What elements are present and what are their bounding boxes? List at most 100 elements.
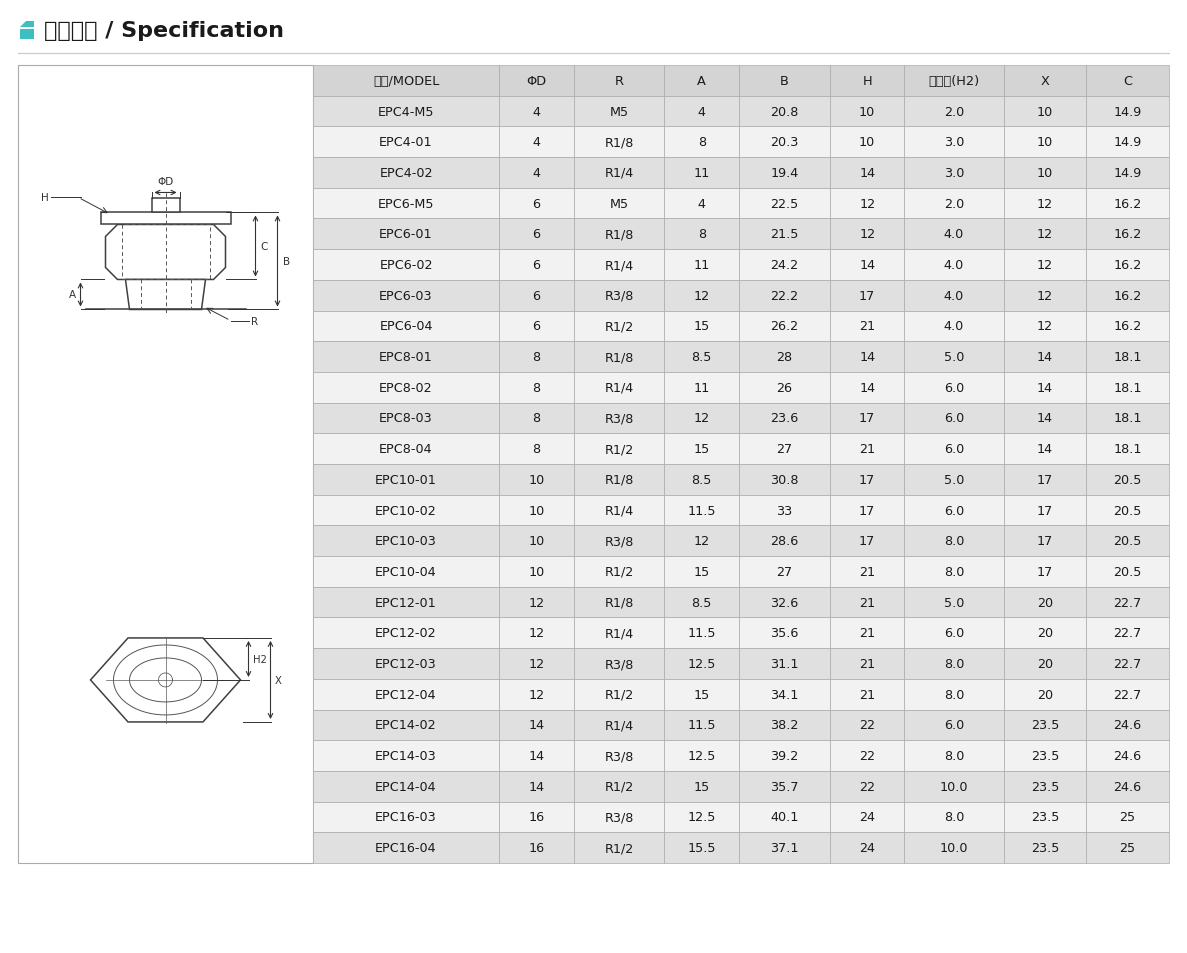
Text: EPC6-01: EPC6-01	[379, 228, 433, 241]
Text: 5.0: 5.0	[944, 596, 964, 609]
Bar	[573, 801, 665, 832]
Bar	[665, 832, 740, 863]
Text: 21.5: 21.5	[770, 228, 799, 241]
Bar	[18, 66, 313, 863]
Bar	[1003, 158, 1086, 189]
Text: 4: 4	[698, 197, 706, 211]
Bar	[499, 403, 573, 434]
Bar	[830, 342, 904, 373]
Bar	[665, 342, 740, 373]
Bar	[830, 648, 904, 679]
Bar	[499, 832, 573, 863]
Bar	[1086, 373, 1169, 403]
Text: 31.1: 31.1	[770, 658, 799, 670]
Text: 24.6: 24.6	[1113, 780, 1142, 793]
Text: 8.0: 8.0	[944, 811, 964, 823]
Bar	[1003, 403, 1086, 434]
Text: 12: 12	[859, 228, 875, 241]
Bar	[740, 618, 830, 648]
Text: 17: 17	[859, 290, 875, 302]
Bar	[665, 557, 740, 587]
Bar	[904, 373, 1003, 403]
Text: 22: 22	[859, 719, 875, 732]
Text: EPC12-02: EPC12-02	[375, 627, 437, 639]
Text: 8.0: 8.0	[944, 535, 964, 548]
Text: ΦD: ΦD	[158, 177, 173, 188]
Bar	[830, 373, 904, 403]
Bar	[1086, 189, 1169, 219]
Text: 16.2: 16.2	[1113, 290, 1142, 302]
Bar	[1086, 219, 1169, 250]
Bar	[313, 434, 499, 464]
Bar	[1086, 832, 1169, 863]
Bar	[573, 280, 665, 312]
Bar	[665, 373, 740, 403]
Bar	[740, 526, 830, 557]
Bar	[830, 710, 904, 740]
Bar	[740, 342, 830, 373]
Bar	[830, 464, 904, 496]
Text: EPC12-01: EPC12-01	[375, 596, 437, 609]
Text: 8: 8	[698, 228, 706, 241]
Text: 24.6: 24.6	[1113, 749, 1142, 762]
Text: R1/8: R1/8	[604, 596, 634, 609]
Text: 22.5: 22.5	[770, 197, 799, 211]
Bar	[1003, 648, 1086, 679]
Bar	[101, 213, 230, 225]
Bar	[740, 158, 830, 189]
Text: 24.2: 24.2	[770, 258, 799, 272]
Text: 17: 17	[859, 474, 875, 486]
Bar	[1003, 801, 1086, 832]
Bar	[740, 771, 830, 801]
Bar	[1003, 464, 1086, 496]
Text: EPC4-01: EPC4-01	[379, 136, 433, 149]
Text: 28: 28	[776, 351, 793, 364]
Text: R1/2: R1/2	[604, 688, 634, 701]
Text: C: C	[260, 242, 268, 252]
Text: 6: 6	[532, 228, 540, 241]
Text: 12: 12	[1037, 290, 1053, 302]
Text: H: H	[40, 193, 49, 203]
Text: 10: 10	[1036, 106, 1053, 118]
Text: EPC10-01: EPC10-01	[375, 474, 437, 486]
Text: 23.5: 23.5	[1030, 780, 1059, 793]
Bar	[573, 740, 665, 771]
Text: 8: 8	[698, 136, 706, 149]
Text: 38.2: 38.2	[770, 719, 799, 732]
Text: 28.6: 28.6	[770, 535, 799, 548]
Text: 24: 24	[859, 811, 875, 823]
Text: 6.0: 6.0	[944, 627, 964, 639]
Bar	[313, 557, 499, 587]
Text: 14: 14	[859, 258, 875, 272]
Text: 11: 11	[693, 258, 710, 272]
Text: 23.5: 23.5	[1030, 841, 1059, 854]
Bar	[1003, 557, 1086, 587]
Text: 4: 4	[698, 106, 706, 118]
Bar	[573, 710, 665, 740]
Text: 35.6: 35.6	[770, 627, 799, 639]
Bar	[313, 66, 499, 96]
Text: 8: 8	[532, 351, 540, 364]
Bar	[573, 648, 665, 679]
Text: 17: 17	[1036, 565, 1053, 578]
Text: 12: 12	[1037, 258, 1053, 272]
Text: 20: 20	[1037, 658, 1053, 670]
Text: 10.0: 10.0	[940, 841, 969, 854]
Bar	[313, 771, 499, 801]
Text: EPC14-04: EPC14-04	[375, 780, 437, 793]
Bar	[904, 158, 1003, 189]
Bar	[665, 648, 740, 679]
Text: 21: 21	[859, 443, 875, 456]
Bar	[1003, 496, 1086, 526]
Bar	[1086, 312, 1169, 342]
Bar	[740, 496, 830, 526]
Text: 33: 33	[776, 504, 793, 517]
Text: EPC8-02: EPC8-02	[379, 381, 433, 395]
Text: 10: 10	[859, 136, 875, 149]
Text: 内六角(H2): 内六角(H2)	[928, 74, 979, 88]
Text: 17: 17	[859, 504, 875, 517]
Bar	[499, 219, 573, 250]
Bar	[904, 434, 1003, 464]
Bar	[1003, 342, 1086, 373]
Text: 技术参数 / Specification: 技术参数 / Specification	[44, 21, 284, 41]
